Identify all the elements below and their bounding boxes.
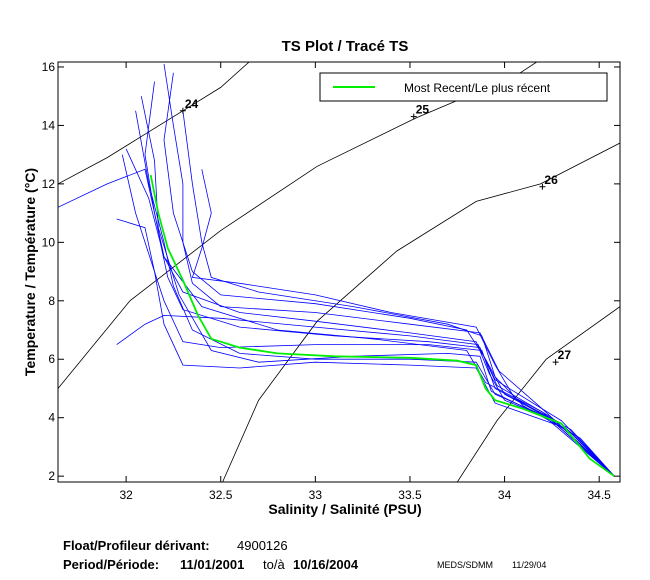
end-date: 10/16/2004 — [293, 557, 359, 572]
profile-line — [58, 168, 615, 477]
y-tick-label: 10 — [42, 235, 56, 249]
profile-line — [163, 72, 615, 477]
legend-box — [319, 72, 608, 102]
profile-line — [125, 148, 615, 477]
to-label: to/à — [263, 557, 285, 572]
isopycnal-marker — [410, 113, 417, 120]
isopycnal-marker — [179, 107, 186, 114]
profile-line — [116, 218, 615, 477]
x-tick-label: 32 — [119, 488, 133, 502]
profile-line — [116, 314, 615, 477]
y-axis-label: Temperature / Température (°C) — [22, 168, 38, 376]
x-tick-label: 33.5 — [398, 488, 422, 502]
isopycnal-26 — [222, 142, 620, 482]
y-tick-label: 14 — [42, 118, 56, 132]
credit-date: 11/29/04 — [512, 560, 547, 570]
isopycnal-label: 25 — [416, 103, 430, 117]
start-date: 11/01/2001 — [180, 557, 245, 572]
isopycnal-label: 27 — [558, 348, 572, 362]
recent-profile-line — [149, 174, 615, 477]
y-tick-label: 4 — [48, 411, 55, 425]
x-tick-label: 34.5 — [588, 488, 612, 502]
x-tick-label: 33 — [309, 488, 323, 502]
axes-frame — [57, 61, 621, 483]
y-tick-label: 16 — [42, 60, 56, 74]
credit-label: MEDS/SDMM — [437, 560, 493, 570]
isopycnal-25 — [58, 62, 537, 389]
profile-line — [121, 154, 615, 477]
profile-line — [163, 63, 615, 477]
y-tick-label: 6 — [48, 352, 55, 366]
plot-area — [58, 62, 620, 482]
y-tick-label: 2 — [48, 469, 55, 483]
x-tick-label: 32.5 — [209, 488, 233, 502]
isopycnal-marker — [552, 359, 559, 366]
legend-label-recent: Most Recent/Le plus récent — [404, 81, 551, 95]
y-tick-label: 12 — [42, 177, 56, 191]
isopycnal-marker — [539, 183, 546, 190]
profile-line — [135, 110, 615, 477]
chart-title: TS Plot / Tracé TS — [282, 38, 409, 55]
profile-line — [191, 169, 615, 477]
isopycnal-24 — [58, 62, 250, 185]
isopycnal-27 — [456, 306, 620, 482]
legend: Most Recent/Le plus récent — [319, 72, 608, 102]
period-label: Period/Période: — [63, 557, 160, 572]
isopycnal-label: 24 — [185, 97, 199, 111]
float-id: 4900126 — [237, 538, 288, 553]
float-label: Float/Profileur dérivant: — [63, 538, 210, 553]
x-axis-label: Salinity / Salinité (PSU) — [268, 501, 421, 517]
isopycnal-label: 26 — [544, 173, 558, 187]
x-tick-label: 34 — [498, 488, 512, 502]
profile-line — [140, 96, 615, 477]
y-tick-label: 8 — [48, 294, 55, 308]
